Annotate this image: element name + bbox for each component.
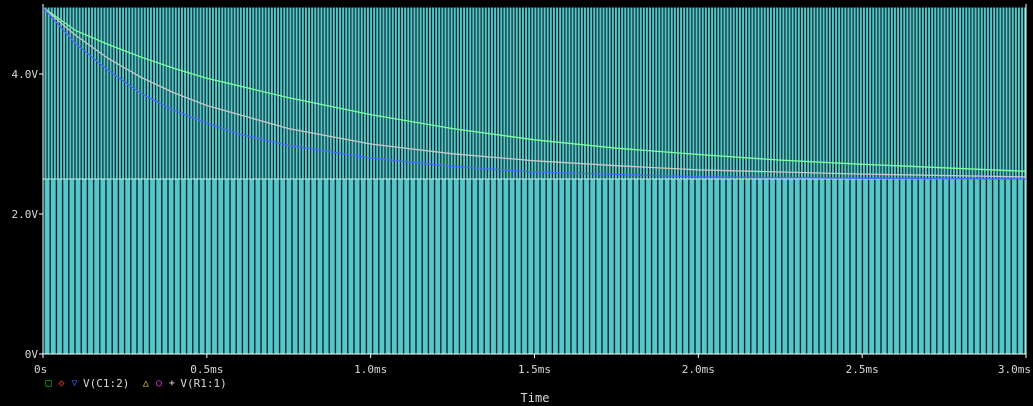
legend-plus-marker: +: [168, 377, 175, 389]
legend-circle-marker: ○: [155, 377, 162, 389]
x-tick-label: 2.0ms: [682, 363, 715, 376]
y-tick-label: 0V: [25, 348, 39, 361]
x-tick-label: 2.5ms: [846, 363, 879, 376]
series-group: [42, 6, 1027, 180]
legend-triangle-up-marker: △: [142, 377, 149, 389]
series-line-2: [42, 7, 1027, 178]
y-tick-label: 4.0V: [12, 68, 39, 81]
axis-group: 0V 2.0V 4.0V 0s 0.5ms 1.0ms 1.5ms 2.0ms 2.5ms 3.0…: [12, 4, 1031, 376]
y-tick-label: 2.0V: [12, 208, 39, 221]
legend-label-vc1[interactable]: V(C1:2): [83, 376, 130, 390]
x-tick-label: 0.5ms: [190, 363, 223, 376]
x-tick-label: 3.0ms: [998, 363, 1031, 376]
x-tick-label: 0s: [34, 363, 47, 376]
x-axis-title: Time: [521, 391, 550, 405]
legend-triangle-down-marker: ▽: [71, 377, 78, 389]
legend-diamond-marker: ◇: [58, 377, 65, 389]
dense-band-lines-upper: [43, 7, 1025, 179]
dense-band-lines-lower: [43, 179, 1025, 354]
series-line-3: [42, 7, 1027, 180]
legend-label-vr1[interactable]: V(R1:1): [180, 376, 227, 390]
x-tick-label: 1.5ms: [518, 363, 551, 376]
plot-band-group: [43, 7, 1026, 354]
x-tick-label: 1.0ms: [354, 363, 387, 376]
legend: □ ◇ ▽ V(C1:2) △ ○ + V(R1:1): [44, 376, 235, 390]
legend-square-marker: □: [45, 377, 52, 389]
series-line-1: [42, 6, 1027, 172]
